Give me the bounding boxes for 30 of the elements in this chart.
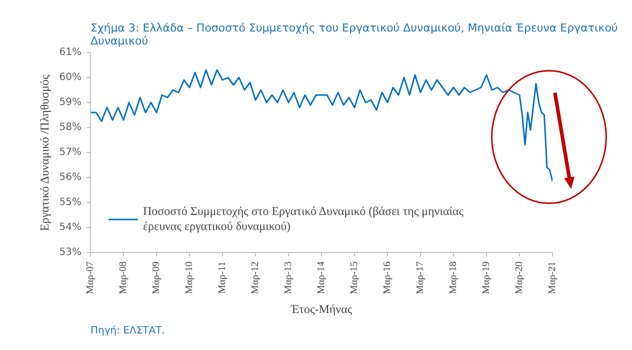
x-axis-title: Έτος-Μήνας [290,302,352,316]
x-tick-label: Μαρ-21 [547,262,558,294]
y-tick-label: 58% [59,122,82,133]
x-tick-label: Μαρ-08 [118,262,129,294]
x-tick-label: Μαρ-12 [250,262,261,294]
y-tick-label: 60% [59,72,82,83]
x-tick-label: Μαρ-19 [481,262,492,294]
chart-title: Σχήμα 3: Ελλάδα – Ποσοστό Συμμετοχής του Εργατικού Δυναμικού, Μηνιαία Έρευνα Εργατικού Δυναμικού [90,22,618,48]
x-tick-label: Μαρ-17 [415,262,426,294]
x-tick-label: Μαρ-09 [151,262,162,294]
y-tick-label: 61% [59,47,82,58]
legend-label: Ποσοστό Συμμετοχής στο Εργατικό Δυναμικό (βάσει της μηνιαίας έρευνας εργατικού δυναμικού) [143,204,464,234]
text: Πηγή: ΕΛΣΤΑΤ. [90,326,165,336]
x-tick-label: Μαρ-15 [349,262,360,294]
y-axis-title: Εργατικό Δυναμικό /Πληθυσμός [37,74,52,231]
x-tick-label: Μαρ-14 [316,262,327,294]
x-tick-label: Μαρ-20 [514,262,525,294]
y-tick-label: 59% [59,97,82,108]
y-tick-label: 53% [59,247,82,258]
y-tick-label: 56% [59,172,82,183]
y-tick-label: 54% [59,222,82,233]
x-tick-label: Μαρ-10 [184,262,195,294]
x-tick-label: Μαρ-07 [85,262,96,294]
x-tick-label: Μαρ-18 [448,262,459,294]
x-tick-label: Μαρ-16 [382,262,393,294]
y-tick-label: 57% [59,147,82,158]
line-series [90,69,552,182]
x-tick-label: Μαρ-13 [283,262,294,294]
y-tick-label: 55% [59,197,82,208]
x-tick-label: Μαρ-11 [217,261,228,294]
